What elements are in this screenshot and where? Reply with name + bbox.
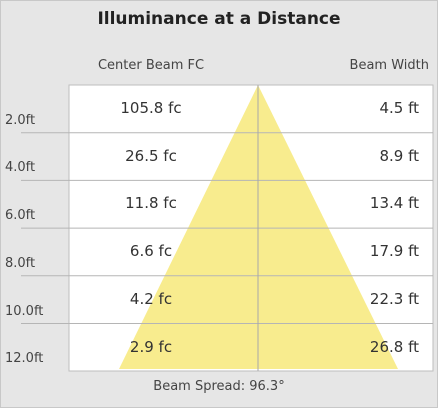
header: Beam Width (349, 58, 429, 73)
center-beam-fc: 6.6 fc (129, 242, 173, 261)
beam-width: 8.9 ft (379, 146, 419, 165)
footer: Beam Spread: 96.3° (153, 379, 285, 394)
center-beam-fc: 26.5 fc (125, 146, 177, 165)
beam-width: 17.9 ft (369, 242, 419, 261)
distance-label: 10.0ft (5, 303, 44, 319)
beam-width: 22.3 ft (369, 289, 419, 308)
distance-label: 8.0ft (5, 255, 36, 271)
center-beam-fc: 11.8 fc (125, 194, 177, 213)
center-beam-fc: 4.2 fc (129, 289, 173, 308)
beam-width: 26.8 ft (369, 337, 419, 356)
beam-width: 4.5 ft (379, 99, 419, 117)
distance-label: 4.0ft (5, 160, 36, 176)
distance-label: 2.0ft (5, 112, 36, 128)
header: Center Beam FC (97, 58, 205, 73)
center-beam-fc: 105.8 fc (120, 99, 182, 117)
title: Illuminance at a Distance (97, 9, 341, 29)
distance-label: 6.0ft (5, 208, 36, 224)
beam-width: 13.4 ft (369, 194, 419, 213)
distance-label: 12.0ft (5, 351, 44, 367)
center-beam-fc: 2.9 fc (129, 337, 173, 356)
